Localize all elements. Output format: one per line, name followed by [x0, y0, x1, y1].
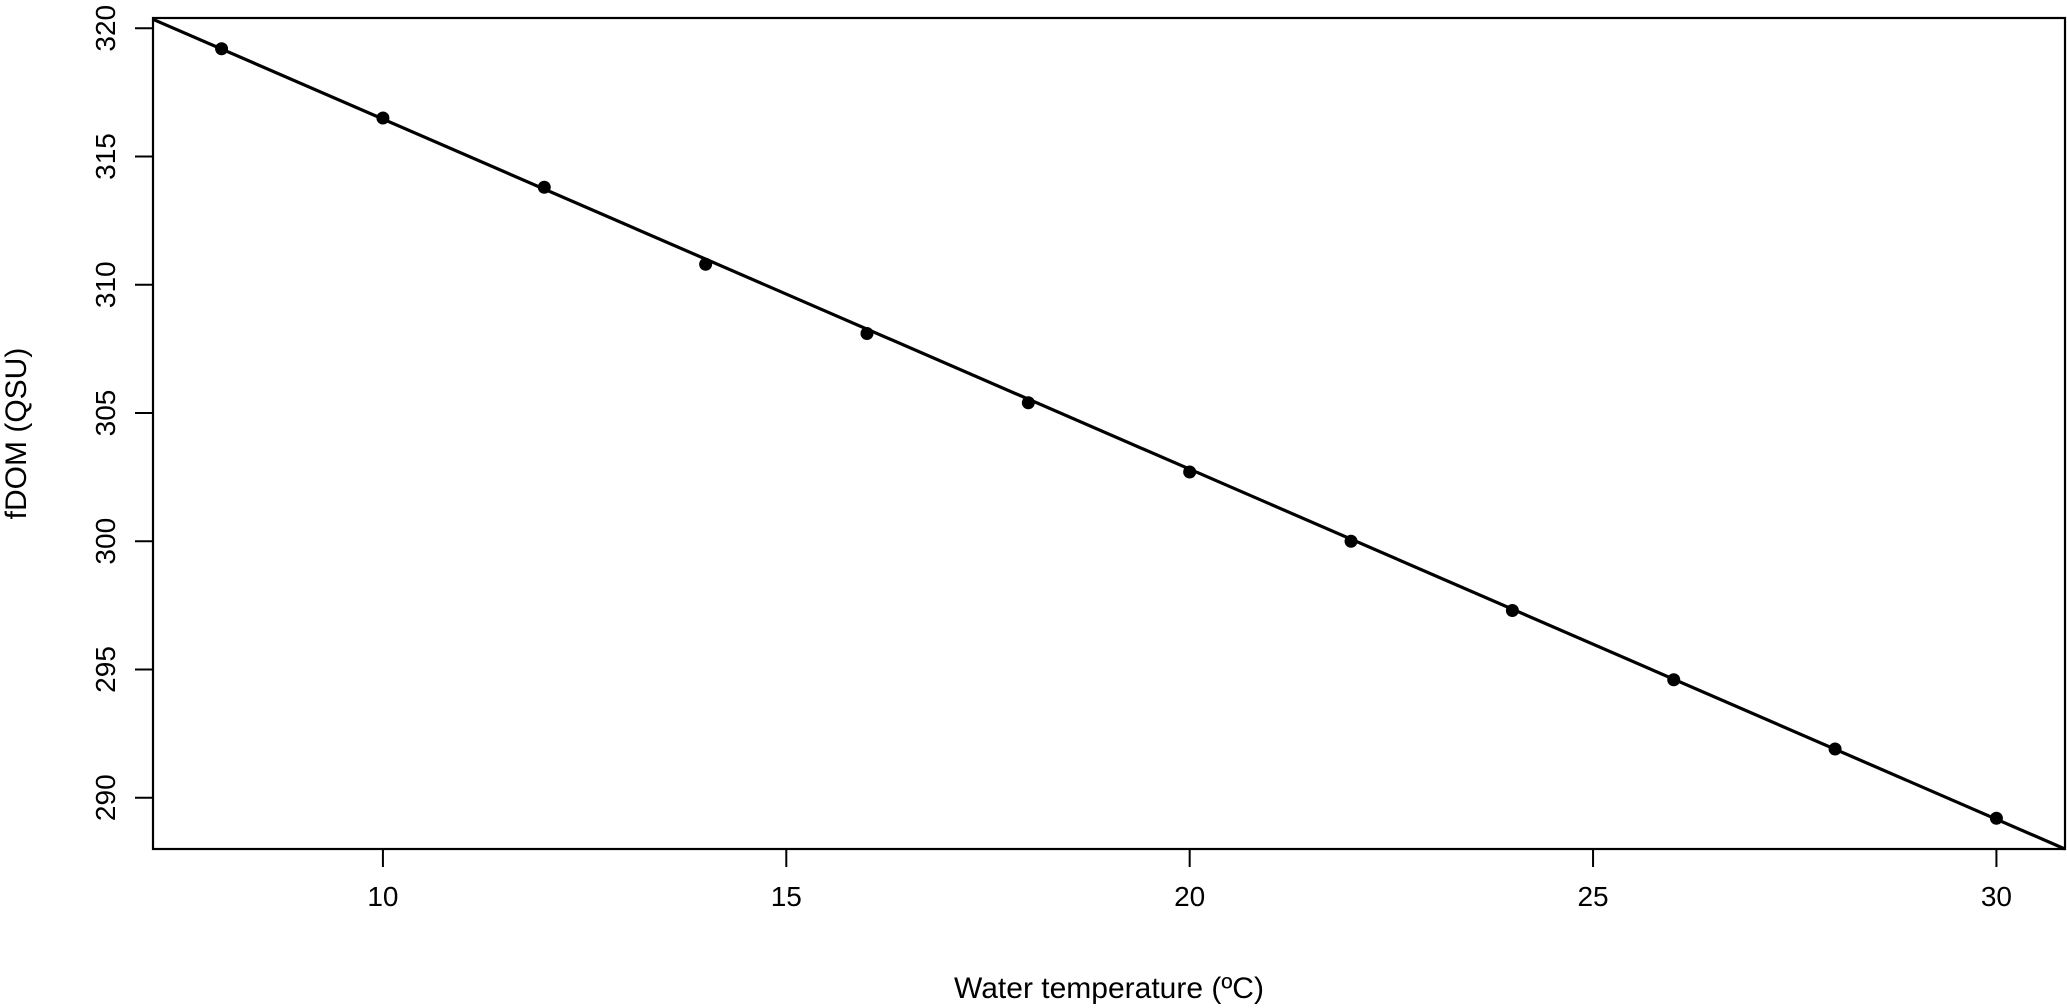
data-point — [860, 326, 874, 340]
x-tick-label: 15 — [771, 881, 802, 912]
y-tick-label: 315 — [90, 133, 121, 180]
y-tick-label: 305 — [90, 390, 121, 437]
y-tick-label: 300 — [90, 518, 121, 565]
y-tick-label: 290 — [90, 774, 121, 821]
x-axis-ticks: 10 15 20 25 30 — [367, 849, 2012, 912]
x-tick-label: 10 — [367, 881, 398, 912]
data-point — [1989, 811, 2003, 825]
fit-line — [152, 17, 2066, 851]
x-tick-label: 20 — [1174, 881, 1205, 912]
data-point — [1828, 742, 1842, 756]
data-point — [537, 180, 551, 194]
data-point — [1183, 465, 1197, 479]
y-tick-label: 320 — [90, 5, 121, 52]
x-tick-label: 25 — [1577, 881, 1608, 912]
data-point — [1505, 603, 1519, 617]
data-point — [699, 257, 713, 271]
y-tick-label: 310 — [90, 261, 121, 308]
y-axis-ticks: 290 295 300 305 310 315 320 — [90, 5, 153, 821]
fit-line-layer — [152, 17, 2066, 851]
x-tick-label: 30 — [1981, 881, 2012, 912]
y-tick-label: 295 — [90, 646, 121, 693]
data-point — [1344, 534, 1358, 548]
plot-frame — [151, 16, 2067, 851]
data-point — [1667, 673, 1681, 687]
data-points-layer — [215, 42, 2003, 825]
y-axis-title: fDOM (QSU) — [0, 348, 33, 520]
x-axis-title: Water temperature (ºC) — [954, 972, 1264, 1005]
data-point — [215, 42, 229, 56]
data-point — [1021, 396, 1035, 410]
data-point — [376, 111, 390, 125]
